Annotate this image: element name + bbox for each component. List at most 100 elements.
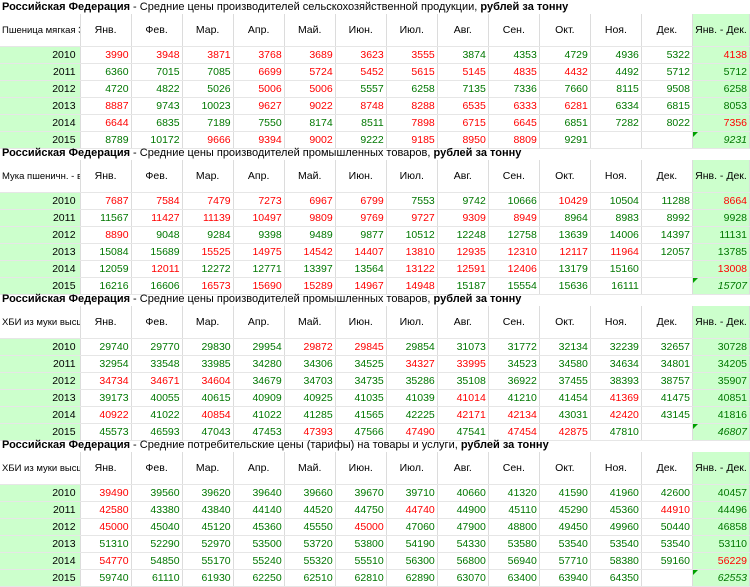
value-cell[interactable]: 53500 xyxy=(233,535,285,553)
value-cell[interactable]: 51310 xyxy=(80,535,132,553)
value-cell[interactable]: 29854 xyxy=(386,338,438,356)
value-cell[interactable]: 62510 xyxy=(284,569,336,587)
month-header[interactable]: Июл. xyxy=(386,160,438,193)
value-cell[interactable]: 9222 xyxy=(335,131,387,149)
value-cell[interactable]: 3768 xyxy=(233,46,285,64)
value-cell[interactable]: 34735 xyxy=(335,372,387,390)
value-cell[interactable]: 6333 xyxy=(488,97,540,115)
value-cell[interactable]: 9809 xyxy=(284,209,336,227)
value-cell[interactable]: 40660 xyxy=(437,484,489,502)
month-header[interactable]: Авг. xyxy=(437,14,489,47)
value-cell[interactable]: 7584 xyxy=(131,192,183,210)
value-cell[interactable]: 15636 xyxy=(539,277,591,295)
value-cell[interactable]: 34327 xyxy=(386,355,438,373)
value-cell[interactable]: 53800 xyxy=(335,535,387,553)
value-cell[interactable]: 41014 xyxy=(437,389,489,407)
value-cell[interactable]: 12272 xyxy=(182,260,234,278)
value-cell[interactable]: 47454 xyxy=(488,423,540,441)
value-cell[interactable]: 41320 xyxy=(488,484,540,502)
value-cell[interactable]: 6535 xyxy=(437,97,489,115)
month-header[interactable]: Июл. xyxy=(386,452,438,485)
value-cell[interactable]: 45000 xyxy=(335,518,387,536)
value-cell[interactable]: 12248 xyxy=(437,226,489,244)
value-cell[interactable]: 40909 xyxy=(233,389,285,407)
annual-value-cell[interactable]: 13008 xyxy=(692,260,750,278)
value-cell[interactable]: 43840 xyxy=(182,501,234,519)
value-cell[interactable]: 8288 xyxy=(386,97,438,115)
month-header[interactable]: Май. xyxy=(284,14,336,47)
value-cell[interactable]: 13810 xyxy=(386,243,438,261)
month-header[interactable]: Мар. xyxy=(182,14,234,47)
value-cell[interactable]: 16111 xyxy=(590,277,642,295)
value-cell[interactable]: 39710 xyxy=(386,484,438,502)
value-cell[interactable]: 47541 xyxy=(437,423,489,441)
value-cell[interactable]: 53540 xyxy=(539,535,591,553)
value-cell[interactable]: 41960 xyxy=(590,484,642,502)
value-cell[interactable]: 29830 xyxy=(182,338,234,356)
annual-value-cell[interactable]: 4138 xyxy=(692,46,750,64)
value-cell[interactable]: 15690 xyxy=(233,277,285,295)
value-cell[interactable]: 45360 xyxy=(590,501,642,519)
value-cell[interactable]: 5006 xyxy=(284,80,336,98)
value-cell[interactable]: 4936 xyxy=(590,46,642,64)
value-cell[interactable]: 50440 xyxy=(641,518,693,536)
value-cell[interactable]: 39640 xyxy=(233,484,285,502)
value-cell[interactable]: 16606 xyxy=(131,277,183,295)
value-cell[interactable]: 9742 xyxy=(437,192,489,210)
value-cell[interactable]: 41039 xyxy=(386,389,438,407)
month-header[interactable]: Май. xyxy=(284,452,336,485)
annual-value-cell[interactable]: 40457 xyxy=(692,484,750,502)
value-cell[interactable]: 62250 xyxy=(233,569,285,587)
value-cell[interactable]: 58380 xyxy=(590,552,642,570)
value-cell[interactable]: 7687 xyxy=(80,192,132,210)
value-cell[interactable]: 14397 xyxy=(641,226,693,244)
value-cell[interactable] xyxy=(641,277,693,295)
value-cell[interactable]: 9727 xyxy=(386,209,438,227)
year-cell[interactable]: 2010 xyxy=(0,192,81,210)
value-cell[interactable]: 45360 xyxy=(233,518,285,536)
value-cell[interactable]: 5557 xyxy=(335,80,387,98)
month-header[interactable]: Сен. xyxy=(488,306,540,339)
value-cell[interactable]: 40055 xyxy=(131,389,183,407)
annual-value-cell[interactable]: 7356 xyxy=(692,114,750,132)
annual-value-cell[interactable]: 9928 xyxy=(692,209,750,227)
annual-value-cell[interactable]: 46807 xyxy=(692,423,750,441)
value-cell[interactable]: 56300 xyxy=(386,552,438,570)
value-cell[interactable]: 12406 xyxy=(488,260,540,278)
value-cell[interactable]: 45550 xyxy=(284,518,336,536)
value-cell[interactable]: 45000 xyxy=(80,518,132,536)
month-header[interactable]: Ноя. xyxy=(590,452,642,485)
value-cell[interactable]: 15289 xyxy=(284,277,336,295)
value-cell[interactable]: 62890 xyxy=(386,569,438,587)
value-cell[interactable]: 41590 xyxy=(539,484,591,502)
year-cell[interactable]: 2015 xyxy=(0,569,81,587)
value-cell[interactable]: 45110 xyxy=(488,501,540,519)
year-cell[interactable]: 2010 xyxy=(0,484,81,502)
value-cell[interactable]: 47810 xyxy=(590,423,642,441)
value-cell[interactable]: 7273 xyxy=(233,192,285,210)
value-cell[interactable]: 46593 xyxy=(131,423,183,441)
value-cell[interactable]: 64350 xyxy=(590,569,642,587)
month-header[interactable]: Июн. xyxy=(335,452,387,485)
value-cell[interactable]: 54330 xyxy=(437,535,489,553)
annual-header[interactable]: Янв. - Дек. xyxy=(692,306,750,339)
value-cell[interactable]: 7898 xyxy=(386,114,438,132)
value-cell[interactable]: 47490 xyxy=(386,423,438,441)
value-cell[interactable]: 9877 xyxy=(335,226,387,244)
month-header[interactable]: Окт. xyxy=(539,160,591,193)
value-cell[interactable]: 7135 xyxy=(437,80,489,98)
value-cell[interactable]: 12310 xyxy=(488,243,540,261)
value-cell[interactable]: 8949 xyxy=(488,209,540,227)
value-cell[interactable] xyxy=(641,423,693,441)
value-cell[interactable]: 12117 xyxy=(539,243,591,261)
value-cell[interactable]: 63070 xyxy=(437,569,489,587)
annual-value-cell[interactable]: 62553 xyxy=(692,569,750,587)
value-cell[interactable]: 32954 xyxy=(80,355,132,373)
month-header[interactable]: Апр. xyxy=(233,452,285,485)
value-cell[interactable]: 42134 xyxy=(488,406,540,424)
value-cell[interactable]: 10497 xyxy=(233,209,285,227)
value-cell[interactable]: 55170 xyxy=(182,552,234,570)
value-cell[interactable]: 29872 xyxy=(284,338,336,356)
value-cell[interactable]: 10504 xyxy=(590,192,642,210)
value-cell[interactable]: 10429 xyxy=(539,192,591,210)
